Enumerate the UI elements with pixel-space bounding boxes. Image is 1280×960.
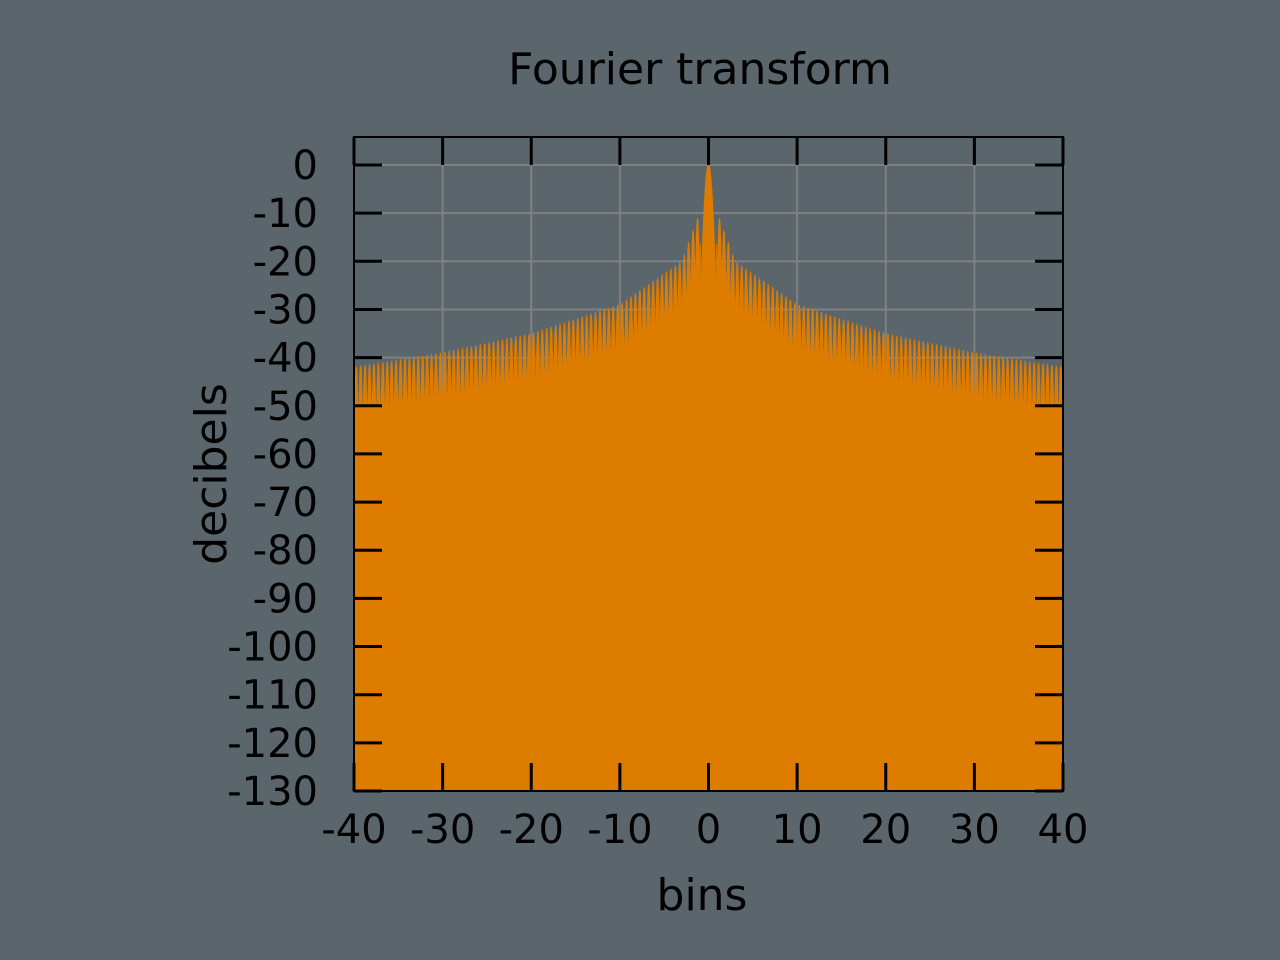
x-axis-label: bins bbox=[657, 870, 748, 921]
x-tick-label: 0 bbox=[696, 807, 721, 853]
x-tick-label: 30 bbox=[949, 807, 1000, 853]
x-tick-label: -20 bbox=[499, 807, 564, 853]
x-tick-label: -40 bbox=[321, 807, 386, 853]
x-tick-label: 20 bbox=[860, 807, 911, 853]
y-tick-label: 0 bbox=[293, 143, 318, 189]
y-tick-label: -60 bbox=[253, 432, 318, 478]
tick-labels: -40 -30 -20 -10 0 10 20 30 400-10-20-30-40-50-60… bbox=[227, 143, 1088, 853]
chart-title: Fourier transform bbox=[508, 44, 892, 95]
y-tick-label: -100 bbox=[227, 625, 318, 671]
y-tick-label: -50 bbox=[253, 384, 318, 430]
data-area bbox=[353, 164, 1064, 792]
y-tick-label: -110 bbox=[227, 673, 318, 719]
spectrum-area bbox=[353, 164, 1064, 792]
y-tick-label: -40 bbox=[253, 336, 318, 382]
x-tick-label: 40 bbox=[1038, 807, 1089, 853]
x-tick-label: -10 bbox=[587, 807, 652, 853]
y-tick-label: -80 bbox=[253, 528, 318, 574]
axes bbox=[352, 136, 1065, 793]
y-tick-label: -90 bbox=[253, 576, 318, 622]
y-tick-label: -20 bbox=[253, 239, 318, 285]
y-tick-label: -70 bbox=[253, 480, 318, 526]
y-tick-label: -120 bbox=[227, 721, 318, 767]
x-tick-label: 10 bbox=[772, 807, 823, 853]
y-axis-label: decibels bbox=[186, 383, 237, 565]
y-tick-label: -30 bbox=[253, 287, 318, 333]
y-tick-label: -130 bbox=[227, 769, 318, 815]
y-tick-label: -10 bbox=[253, 191, 318, 237]
x-tick-label: -30 bbox=[410, 807, 475, 853]
